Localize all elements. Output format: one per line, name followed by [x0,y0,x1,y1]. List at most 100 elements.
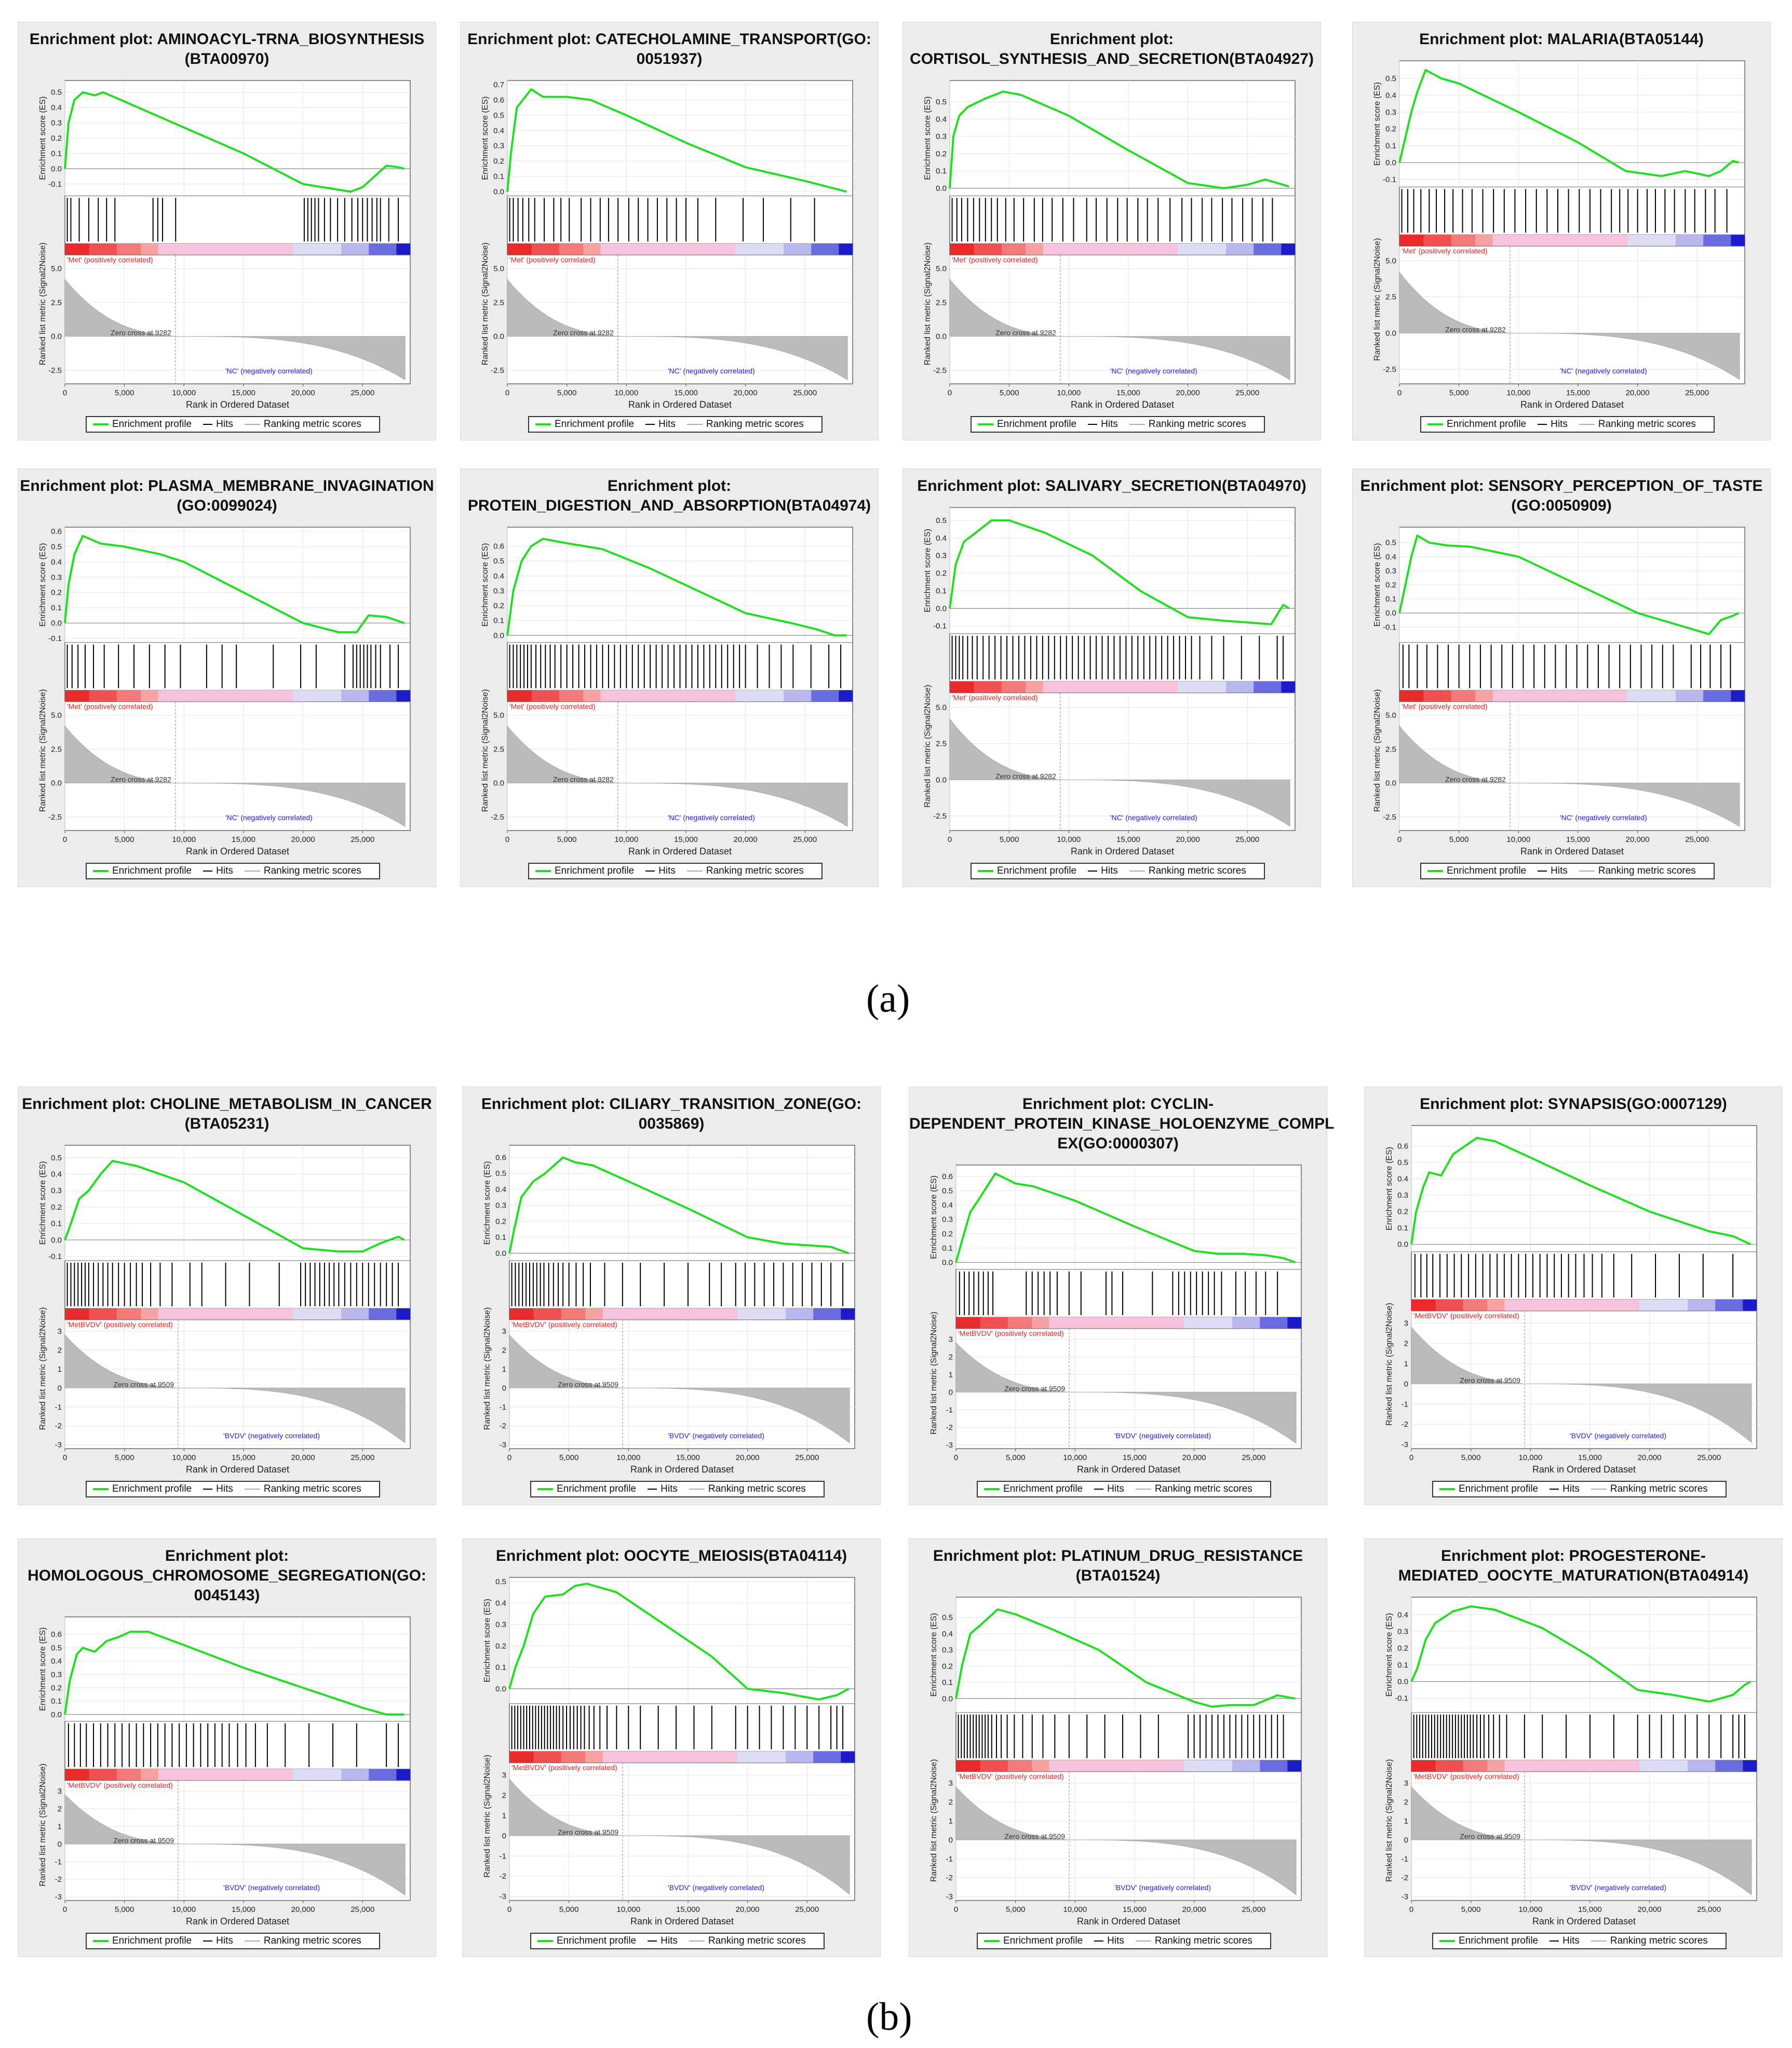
legend-label-hits: Hits [661,1935,678,1946]
enrichment-profile-line [64,1160,405,1253]
metric-axis-label: Ranked list metric (Signal2Noise) [481,689,490,812]
metric-axis-label: Ranked list metric (Signal2Noise) [929,1311,938,1435]
panel-title-line: (BTA00970) [184,50,270,68]
zero-cross-label: Zero cross at 9282 [553,775,614,784]
es-ytick-label: 0.2 [942,1229,953,1238]
legend-item-scores: Ranking metric scores [689,1483,806,1495]
es-axis-label: Enrichment score (ES) [1373,82,1382,166]
metric-ytick-label: 0.0 [936,332,947,341]
es-ytick-label: 0.5 [493,111,504,120]
legend-item-scores: Ranking metric scores [1129,419,1246,430]
panel-title-line: Enrichment plot: CHOLINE_METABOLISM_IN_C… [22,1095,432,1113]
metric-ytick-label: -2.5 [491,813,504,822]
xtick-label: 15,000 [676,1905,700,1914]
ranking-color-segment [737,1751,786,1763]
positive-correlation-label: 'MetBVDV' (positively correlated) [67,1320,173,1329]
x-axis-label: Rank in Ordered Dataset [186,1464,289,1475]
es-ytick-label: 0.0 [495,1684,506,1693]
metric-ytick-label: -1 [500,1852,506,1860]
xtick-label: 25,000 [351,1453,374,1462]
legend-label-profile: Enrichment profile [557,1935,637,1946]
legend-swatch-profile [978,870,993,872]
metric-ytick-label: 5.0 [936,703,947,712]
es-ytick-label: 0.3 [51,1186,62,1195]
metric-axis-label: Ranked list metric (Signal2Noise) [483,1755,492,1878]
legend-swatch-hits [645,871,655,872]
es-ytick-label: 0.5 [1397,1158,1408,1167]
panel-title-line: DEPENDENT_PROTEIN_KINASE_HOLOENZYME_COMP… [909,1115,1335,1132]
metric-axis-label: Ranked list metric (Signal2Noise) [1373,689,1382,812]
es-ytick-label: 0.1 [936,167,947,176]
legend-item-hits: Hits [1538,419,1568,430]
ranking-color-segment [1183,1760,1233,1772]
ranking-metric-area [509,1334,850,1444]
panel-title-line: (GO:0050909) [1511,497,1612,514]
es-ytick-label: 0.2 [495,1642,506,1651]
metric-ytick-label: -2 [946,1423,953,1432]
legend-swatch-profile [1427,423,1443,425]
es-ytick-label: 0.1 [1385,595,1396,604]
gsea-panel-b2: Enrichment plot: CILIARY_TRANSITION_ZONE… [462,1087,881,1505]
ranking-color-segment [1492,235,1628,246]
legend-label-scores: Ranking metric scores [1148,865,1246,876]
xtick-label: 15,000 [232,835,255,844]
xtick-label: 25,000 [351,1905,374,1914]
es-ytick-label: 0.3 [495,1201,506,1210]
ranking-color-segment [89,1308,117,1320]
legend-label-scores: Ranking metric scores [263,865,361,876]
ranking-color-segment [1226,681,1254,693]
zero-cross-label: Zero cross at 9282 [111,775,171,784]
ranking-color-segment [396,690,411,702]
ranking-color-segment [1232,1317,1260,1329]
es-ytick-label: 0.5 [51,88,62,97]
es-ytick-label: 0.0 [942,1694,953,1703]
enrichment-profile-line [1398,534,1740,635]
legend-item-hits: Hits [203,1935,233,1947]
es-ytick-label: 0.0 [51,165,62,173]
legend-item-profile: Enrichment profile [535,865,634,877]
xtick-label: 5,000 [1461,1905,1481,1914]
metric-ytick-label: 2.5 [51,745,62,754]
ranking-color-segment [1639,1300,1688,1311]
es-ytick-label: 0.3 [495,1621,506,1629]
legend-swatch-scores [1591,1489,1607,1490]
metric-ytick-label: 5.0 [493,264,504,273]
legend-swatch-scores [1129,871,1145,872]
x-axis-label: Rank in Ordered Dataset [1520,846,1624,856]
ranking-color-segment [292,1308,342,1320]
x-axis-label: Rank in Ordered Dataset [186,399,289,410]
gsea-panel-b5: Enrichment plot: HOMOLOGOUS_CHROMOSOME_SE… [18,1538,436,1957]
legend-item-scores: Ranking metric scores [1591,1935,1708,1947]
ranking-metric-area [507,278,848,381]
x-axis-label: Rank in Ordered Dataset [1520,399,1624,410]
es-ytick-label: 0.3 [1385,567,1396,575]
legend-label-hits: Hits [1101,419,1118,430]
legend-swatch-scores [1591,1940,1607,1942]
positive-correlation-label: 'MetBVDV' (positively correlated) [1413,1311,1519,1320]
panel-title: Enrichment plot: CILIARY_TRANSITION_ZONE… [463,1094,880,1134]
xtick-label: 20,000 [1176,389,1200,397]
ranking-color-segment [141,1308,159,1320]
es-ytick-label: 0.2 [493,601,504,610]
legend: Enrichment profile Hits Ranking metric sco… [528,416,823,433]
ranking-color-segment [341,244,369,255]
legend: Enrichment profile Hits Ranking metric sco… [86,1933,380,1949]
panel-title-line: Enrichment plot: PROGESTERONE- [1440,1547,1706,1564]
metric-ytick-label: -1 [55,1857,62,1866]
panel-title-line: Enrichment plot: CATECHOLAMINE_TRANSPORT… [467,31,871,48]
ranking-color-segment [116,244,141,255]
xtick-label: 5,000 [1000,835,1019,844]
metric-ytick-label: -2 [55,1875,62,1884]
xtick-label: 15,000 [676,1453,700,1462]
xtick-label: 5,000 [559,1905,579,1914]
metric-ytick-label: 2 [949,1353,953,1361]
ranking-color-segment [341,690,369,702]
ranking-color-segment [141,1769,159,1781]
ranking-color-segment [89,690,117,702]
panel-title-line: Enrichment plot: OOCYTE_MEIOSIS(BTA04114… [495,1547,847,1564]
enrichment-profile-line [1398,69,1740,177]
